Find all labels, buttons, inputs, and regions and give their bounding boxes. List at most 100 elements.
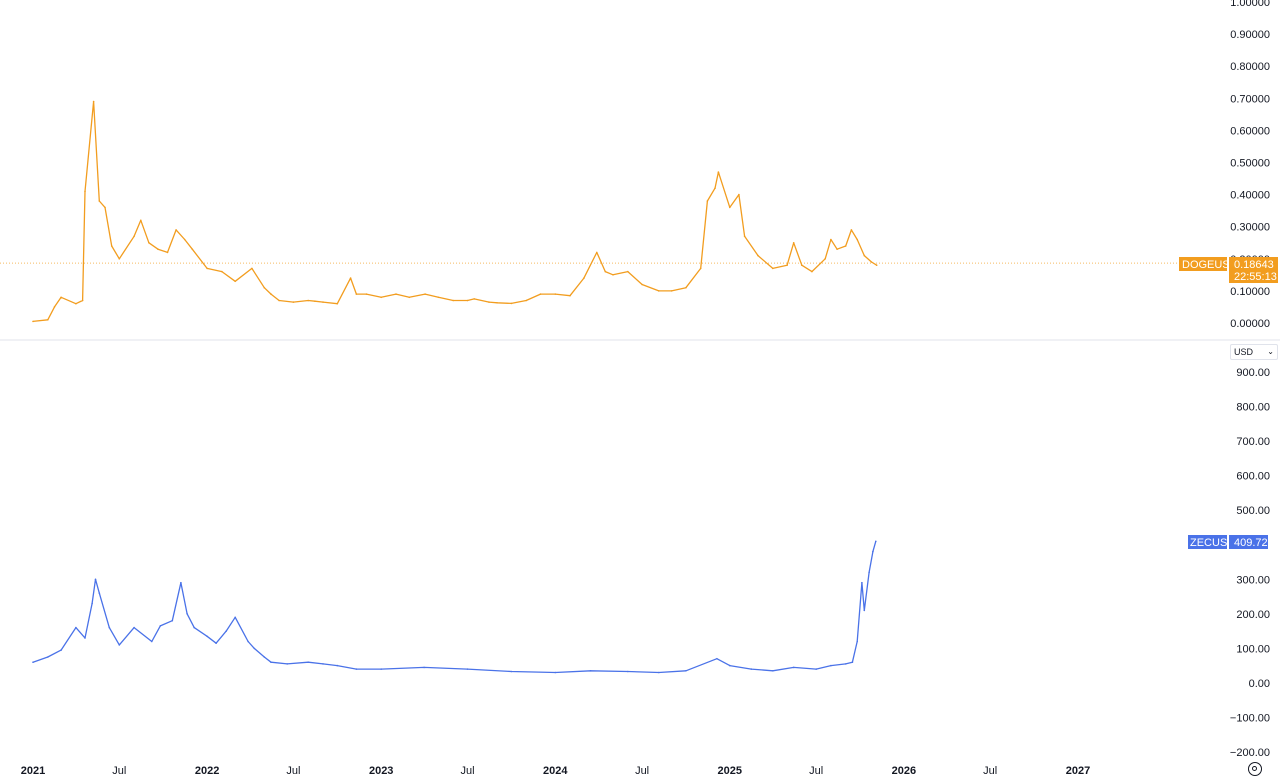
time-axis-label: Jul [983, 765, 997, 777]
dogeusd-data-point [850, 229, 853, 231]
settings-icon[interactable] [1248, 762, 1262, 776]
dogeusd-data-point [191, 248, 194, 250]
zecusd-data-point [286, 663, 289, 665]
dogeusd-symbol-label: DOGEUSD [1182, 259, 1238, 271]
currency-unit-select[interactable]: USD ⌄ [1230, 344, 1278, 360]
zecusd-data-point [844, 663, 847, 665]
dogeusd-data-point [830, 238, 832, 241]
zecusd-data-point [875, 540, 877, 543]
dogeusd-data-point [336, 302, 339, 305]
dogeusd-data-point [757, 254, 759, 257]
dogeusd-data-point [118, 258, 121, 260]
dogeusd-data-point [314, 300, 316, 303]
zecusd-price-badge: ZECUSD 409.72 [1188, 535, 1268, 549]
dogeusd-tick-label: 0.00000 [1230, 318, 1270, 330]
zecusd-data-point [872, 550, 874, 553]
dogeusd-data-point [206, 267, 208, 270]
dogeusd-data-point [408, 296, 411, 299]
time-axis-label: 2021 [21, 765, 45, 777]
dogeusd-data-point [870, 261, 873, 263]
zecusd-data-point [60, 649, 62, 651]
dogeusd-data-point [322, 301, 324, 303]
zecusd-data-point [355, 668, 358, 670]
dogeusd-tick-label: 0.50000 [1230, 158, 1270, 170]
dogeusd-data-point [473, 298, 476, 300]
dogeusd-data-point [738, 193, 740, 196]
zecusd-symbol-tag [1188, 535, 1227, 549]
dogeusd-data-point [292, 301, 295, 303]
dogeusd-data-point [365, 293, 368, 295]
dogeusd-data-point [133, 235, 135, 238]
zecusd-data-point [830, 664, 832, 667]
dogeusd-data-point [729, 206, 731, 209]
time-axis-label: 2026 [892, 765, 916, 777]
chevron-down-icon: ⌄ [1267, 347, 1274, 356]
dogeusd-data-point [278, 299, 280, 302]
dogeusd-tick-label: 0.10000 [1230, 286, 1270, 298]
dogeusd-last-price: 0.18643 [1234, 259, 1274, 271]
time-axis-label: 2025 [718, 765, 742, 777]
dogeusd-data-point [554, 293, 557, 295]
dogeusd-price-badge: DOGEUSD 0.18643 22:55:13 [1179, 257, 1278, 283]
zecusd-data-point [336, 664, 339, 667]
dogeusd-symbol-tag [1179, 257, 1227, 271]
dogeusd-data-point [234, 280, 236, 283]
time-axis[interactable]: 2021 Jul 2022 Jul 2023 Jul 2024 Jul 2025 Jul 2026 J… [21, 765, 1090, 777]
zecusd-data-point [84, 637, 86, 639]
zecusd-data-point [91, 602, 93, 605]
zecusd-data-point [98, 592, 101, 594]
zecusd-data-point [863, 609, 866, 612]
dogeusd-data-point [307, 299, 310, 302]
dogeusd-data-point [612, 274, 614, 276]
dogeusd-data-point [355, 293, 358, 295]
zecusd-data-point [75, 626, 77, 629]
time-axis-label: Jul [460, 765, 474, 777]
dogeusd-data-point [53, 306, 56, 308]
zecusd-data-point [510, 670, 513, 673]
zecusd-price-scale[interactable]: 900.00 800.00 700.00 600.00 500.00 300.00 200.… [1230, 367, 1270, 759]
dogeusd-pane: 1.00000 0.90000 0.80000 0.70000 0.60000 0.500… [0, 0, 1278, 330]
dogeusd-data-point [717, 171, 720, 173]
zecusd-data-point [627, 670, 629, 673]
dogeusd-data-point [110, 245, 113, 247]
zecusd-tick-label: 800.00 [1236, 402, 1270, 414]
dogeusd-data-point [792, 242, 795, 244]
dogeusd-data-point [706, 200, 709, 202]
dogeusd-data-point [104, 206, 106, 209]
zecusd-data-point [466, 668, 469, 670]
dogeusd-data-point [510, 302, 513, 305]
zecusd-symbol-label: ZECUSD [1190, 537, 1235, 549]
zecusd-data-point [171, 619, 174, 622]
zecusd-data-point [589, 670, 592, 672]
zecusd-data-point [193, 626, 195, 629]
dogeusd-data-point [140, 219, 142, 222]
zecusd-data-point [851, 661, 854, 663]
zecusd-data-point [792, 666, 795, 669]
zecusd-last-price: 409.72 [1234, 537, 1268, 549]
dogeusd-data-point [844, 245, 847, 247]
zecusd-tick-label: 900.00 [1236, 367, 1270, 379]
dogeusd-data-point [270, 293, 272, 295]
dogeusd-data-point [32, 320, 34, 323]
dogeusd-data-point [148, 242, 150, 244]
zecusd-tick-label: −100.00 [1230, 712, 1270, 724]
dogeusd-data-point [98, 200, 101, 202]
dogeusd-data-point [488, 301, 490, 303]
zecusd-data-point [716, 657, 718, 660]
zecusd-tick-label: 700.00 [1236, 436, 1270, 448]
zecusd-data-point [868, 571, 870, 574]
zecusd-price-tag [1229, 535, 1268, 549]
dogeusd-tick-label: 0.40000 [1230, 190, 1270, 202]
dogeusd-data-point [84, 190, 86, 193]
dogeusd-data-point [251, 267, 253, 270]
zecusd-data-point [180, 581, 182, 584]
dogeusd-data-point [183, 238, 186, 241]
dogeusd-data-point [569, 294, 571, 297]
dogeusd-data-points [32, 100, 878, 323]
dogeusd-data-point [380, 296, 383, 299]
dogeusd-tick-label: 0.60000 [1230, 125, 1270, 137]
zecusd-data-point [729, 664, 731, 667]
dogeusd-price-scale[interactable]: 1.00000 0.90000 0.80000 0.70000 0.60000 0.500… [1230, 0, 1270, 330]
zecusd-data-point [263, 656, 266, 658]
